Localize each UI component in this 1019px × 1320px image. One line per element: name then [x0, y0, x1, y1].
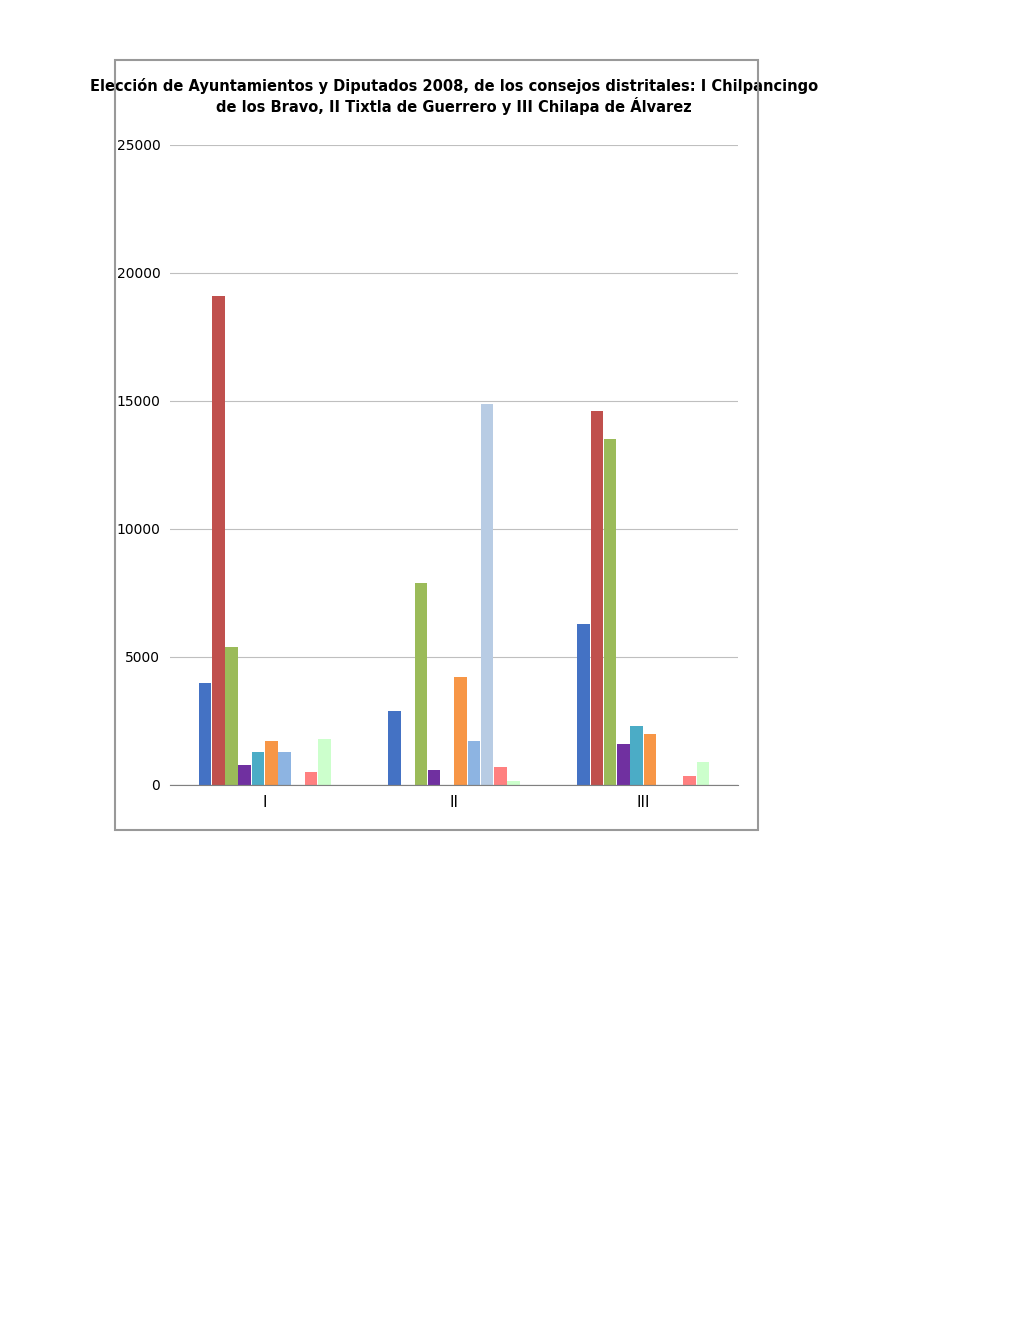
- Bar: [616, 744, 629, 785]
- Bar: [305, 772, 317, 785]
- Bar: [643, 734, 655, 785]
- Bar: [225, 647, 237, 785]
- Bar: [199, 682, 211, 785]
- Bar: [577, 624, 589, 785]
- Bar: [278, 751, 290, 785]
- Bar: [252, 751, 264, 785]
- Bar: [453, 677, 467, 785]
- Bar: [414, 582, 427, 785]
- Bar: [480, 404, 493, 785]
- Bar: [590, 412, 602, 785]
- Text: Elección de Ayuntamientos y Diputados 2008, de los consejos distritales: I Chilp: Elección de Ayuntamientos y Diputados 20…: [90, 78, 817, 115]
- Bar: [630, 726, 642, 785]
- Bar: [506, 781, 520, 785]
- Bar: [696, 762, 708, 785]
- Bar: [212, 296, 224, 785]
- Bar: [265, 742, 277, 785]
- Bar: [387, 710, 400, 785]
- Bar: [467, 742, 480, 785]
- Bar: [318, 739, 330, 785]
- Bar: [493, 767, 506, 785]
- Bar: [603, 440, 615, 785]
- Bar: [238, 764, 251, 785]
- Bar: [683, 776, 695, 785]
- Bar: [427, 770, 440, 785]
